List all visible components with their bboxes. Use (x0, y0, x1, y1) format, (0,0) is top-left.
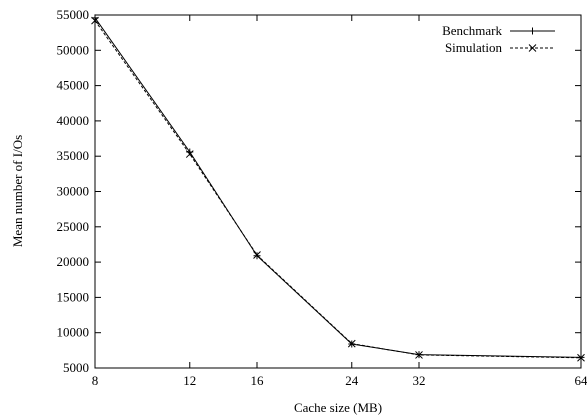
series-simulation (92, 17, 585, 361)
legend-label-benchmark: Benchmark (442, 23, 502, 38)
series-line-benchmark (95, 18, 581, 358)
y-tick-label: 15000 (57, 289, 90, 304)
y-tick-label: 55000 (57, 7, 90, 22)
y-axis-label: Mean number of I/Os (10, 135, 25, 247)
x-tick-label: 12 (183, 373, 196, 388)
y-axis-ticks: 5000 10000 15000 20000 25000 30000 35000 40000 4… (57, 7, 582, 375)
x-tick-label: 16 (251, 373, 265, 388)
y-tick-label: 35000 (57, 148, 90, 163)
y-tick-label: 10000 (57, 325, 90, 340)
y-tick-label: 50000 (57, 42, 90, 57)
x-tick-label: 24 (345, 373, 359, 388)
legend-label-simulation: Simulation (445, 40, 503, 55)
series-line-simulation (95, 21, 581, 358)
x-tick-label: 64 (575, 373, 587, 388)
series-benchmark (92, 14, 585, 361)
x-axis-label: Cache size (MB) (294, 400, 382, 415)
series-layer (92, 14, 585, 361)
y-tick-label: 40000 (57, 113, 90, 128)
y-tick-label: 5000 (63, 360, 89, 375)
x-tick-label: 32 (413, 373, 426, 388)
y-tick-label: 20000 (57, 254, 90, 269)
legend: Benchmark Simulation (442, 23, 555, 55)
plot-frame (95, 15, 581, 368)
y-tick-label: 25000 (57, 219, 90, 234)
x-tick-label: 8 (92, 373, 99, 388)
y-tick-label: 45000 (57, 78, 90, 93)
legend-marker-benchmark (529, 28, 536, 35)
y-tick-label: 30000 (57, 184, 90, 199)
